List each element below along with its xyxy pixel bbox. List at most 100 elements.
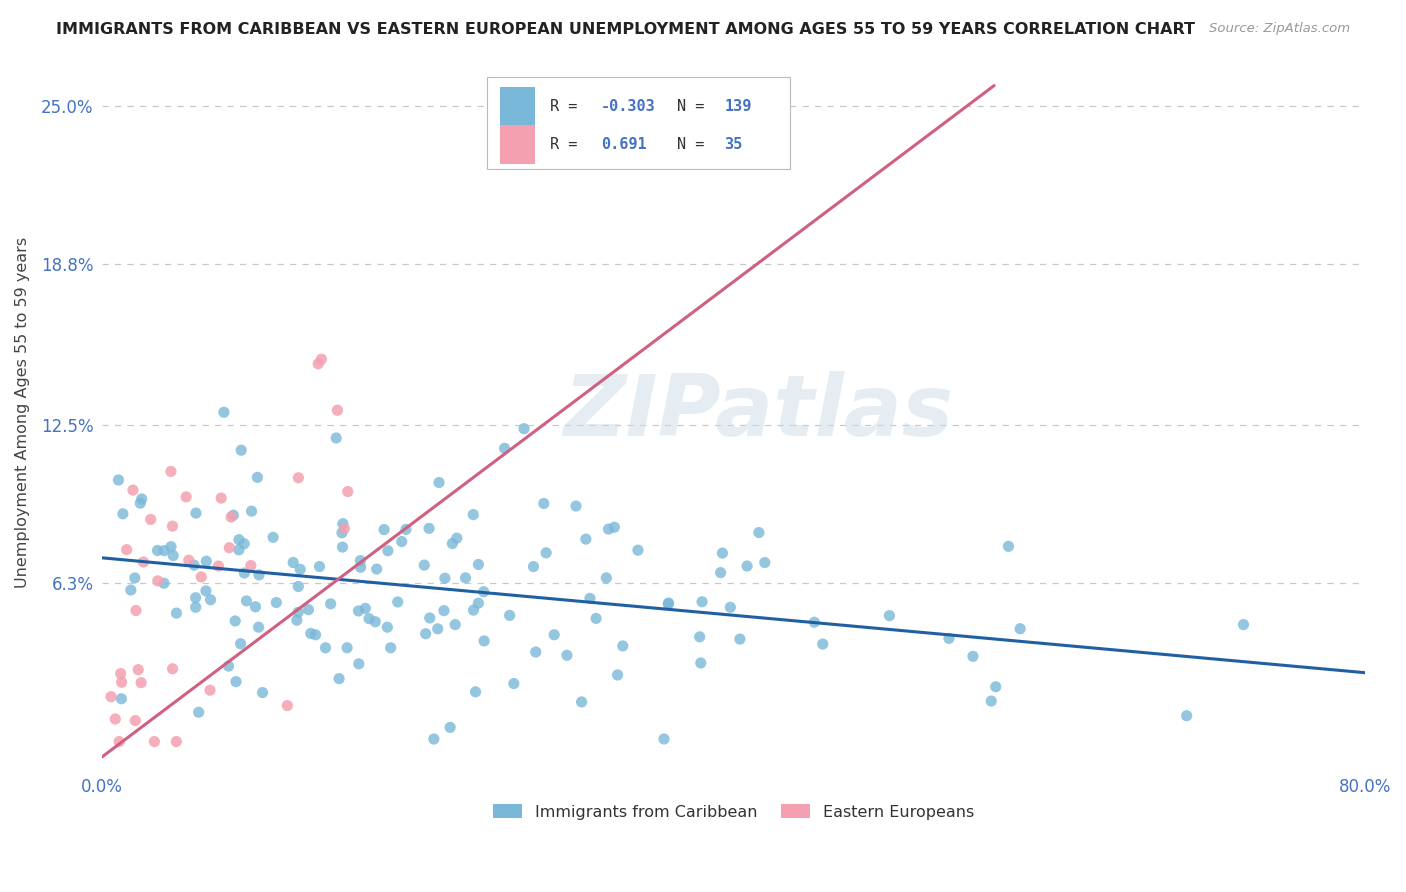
Point: [366, 562, 388, 576]
Point: [124, 714, 146, 728]
Point: [131, 491, 153, 506]
Point: [127, 663, 149, 677]
Point: [598, 522, 620, 536]
Point: [307, 357, 329, 371]
Point: [652, 732, 675, 747]
Point: [711, 546, 734, 560]
Point: [287, 605, 309, 619]
Text: 0.691: 0.691: [600, 137, 647, 153]
Point: [115, 542, 138, 557]
Point: [441, 536, 464, 550]
Y-axis label: Unemployment Among Ages 55 to 59 years: Unemployment Among Ages 55 to 59 years: [15, 237, 30, 588]
Point: [373, 523, 395, 537]
Point: [285, 613, 308, 627]
Point: [427, 475, 450, 490]
Point: [938, 632, 960, 646]
Point: [146, 543, 169, 558]
Point: [377, 620, 399, 634]
Point: [811, 637, 834, 651]
Point: [315, 640, 337, 655]
Point: [235, 594, 257, 608]
Point: [413, 558, 436, 573]
Point: [980, 694, 1002, 708]
Point: [247, 568, 270, 582]
Point: [446, 531, 468, 545]
Point: [110, 691, 132, 706]
Text: Source: ZipAtlas.com: Source: ZipAtlas.com: [1209, 22, 1350, 36]
Point: [689, 630, 711, 644]
Point: [122, 483, 145, 497]
Point: [212, 405, 235, 419]
Point: [200, 592, 222, 607]
Point: [595, 571, 617, 585]
Point: [498, 608, 520, 623]
Point: [190, 570, 212, 584]
Point: [104, 712, 127, 726]
Point: [247, 620, 270, 634]
Point: [423, 732, 446, 747]
Point: [472, 584, 495, 599]
Point: [108, 734, 131, 748]
Point: [354, 601, 377, 615]
Point: [391, 534, 413, 549]
Point: [198, 683, 221, 698]
Bar: [501, 87, 536, 127]
Point: [325, 431, 347, 445]
Point: [803, 615, 825, 630]
Point: [349, 553, 371, 567]
Point: [174, 490, 197, 504]
Point: [433, 604, 456, 618]
Point: [603, 520, 626, 534]
Point: [347, 657, 370, 671]
Point: [132, 555, 155, 569]
Point: [395, 523, 418, 537]
Point: [283, 556, 305, 570]
Point: [229, 637, 252, 651]
Point: [129, 675, 152, 690]
Point: [111, 507, 134, 521]
Point: [689, 656, 711, 670]
Point: [349, 560, 371, 574]
Point: [304, 628, 326, 642]
Point: [571, 695, 593, 709]
Point: [463, 508, 485, 522]
Point: [690, 595, 713, 609]
Point: [606, 668, 628, 682]
Point: [364, 615, 387, 629]
Point: [165, 606, 187, 620]
Text: IMMIGRANTS FROM CARIBBEAN VS EASTERN EUROPEAN UNEMPLOYMENT AMONG AGES 55 TO 59 Y: IMMIGRANTS FROM CARIBBEAN VS EASTERN EUR…: [56, 22, 1195, 37]
Point: [231, 443, 253, 458]
Point: [748, 525, 770, 540]
Point: [380, 640, 402, 655]
Point: [184, 591, 207, 605]
Point: [233, 566, 256, 580]
Point: [143, 734, 166, 748]
Point: [225, 674, 247, 689]
Point: [187, 705, 209, 719]
Point: [467, 596, 489, 610]
Point: [162, 519, 184, 533]
Point: [433, 571, 456, 585]
Point: [224, 614, 246, 628]
Point: [228, 542, 250, 557]
Point: [336, 484, 359, 499]
Point: [879, 608, 901, 623]
Point: [426, 622, 449, 636]
Point: [387, 595, 409, 609]
Point: [735, 559, 758, 574]
Point: [333, 522, 356, 536]
Point: [100, 690, 122, 704]
Point: [522, 559, 544, 574]
Point: [240, 504, 263, 518]
Point: [153, 543, 176, 558]
Point: [467, 558, 489, 572]
Point: [534, 546, 557, 560]
Point: [347, 604, 370, 618]
Point: [418, 521, 440, 535]
Point: [543, 628, 565, 642]
Point: [165, 734, 187, 748]
Point: [160, 540, 183, 554]
Point: [184, 600, 207, 615]
Text: 139: 139: [724, 99, 752, 114]
Point: [454, 571, 477, 585]
